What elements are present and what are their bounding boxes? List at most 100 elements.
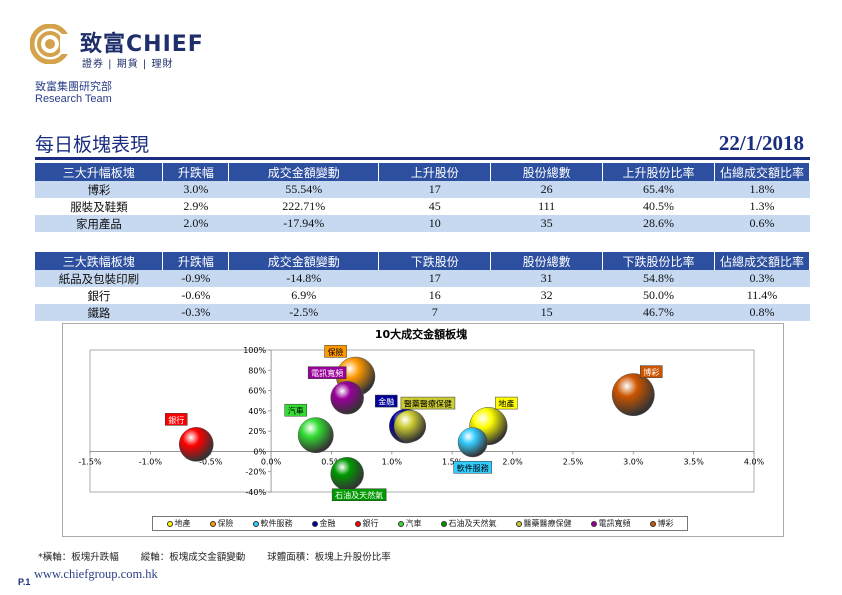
bubble-label-box [453, 461, 492, 474]
bubble-label: 醫藥醫療保健 [404, 399, 452, 409]
legend-label: 地產 [174, 519, 191, 528]
top-gainers-table: 三大升幅板塊 升跌幅 成交金額變動 上升股份 股份總數 上升股份比率 佔總成交額… [35, 163, 810, 232]
column-header: 股份總數 [490, 163, 604, 181]
column-header: 成交金額變動 [228, 252, 380, 270]
x-tick-label: 3.0% [623, 457, 644, 466]
footnote-y-axis: 縱軸：板塊成交金額變動 [140, 552, 246, 563]
column-header: 上升股份 [378, 163, 492, 181]
sector-name: 家用產品 [35, 215, 163, 232]
column-header: 升跌幅 [162, 163, 230, 181]
column-header: 股份總數 [490, 252, 604, 270]
legend-swatch [649, 520, 656, 527]
top-losers-table: 三大跌幅板塊 升跌幅 成交金額變動 下跌股份 股份總數 下跌股份比率 佔總成交額… [35, 252, 811, 321]
bubble-label-box [307, 366, 347, 379]
table-cell: -0.9% [162, 270, 229, 287]
table-row: 銀行 -0.6% 6.9% 16 32 50.0% 11.4% [35, 287, 810, 304]
page-number: P.1 [18, 577, 31, 587]
y-tick-label: 100% [243, 346, 266, 355]
table-cell: 15 [490, 304, 603, 321]
table-cell: 1.3% [714, 198, 810, 215]
bubble-label: 金融 [378, 397, 394, 407]
legend-swatch [166, 520, 173, 527]
table-cell: 40.5% [602, 198, 715, 215]
legend-label: 汽車 [405, 519, 422, 528]
bubble-label-box [324, 345, 347, 358]
table-cell: 32 [490, 287, 603, 304]
legend-item: 金融 [311, 518, 336, 529]
table-cell: 16 [378, 287, 491, 304]
bubble-label: 汽車 [288, 406, 304, 416]
sector-name: 服裝及鞋類 [35, 198, 163, 215]
table-cell: 45 [378, 198, 491, 215]
bubble-label-box [375, 394, 398, 408]
table-cell: 0.6% [714, 215, 810, 232]
table-cell: 26 [490, 181, 603, 198]
table-cell: 50.0% [602, 287, 715, 304]
table-row: 鐵路 -0.3% -2.5% 7 15 46.7% 0.8% [35, 304, 810, 321]
x-tick-label: 1.5% [442, 457, 463, 466]
legend-item: 軟件服務 [252, 518, 293, 529]
legend-label: 博彩 [657, 519, 674, 528]
table-cell: 6.9% [228, 287, 379, 304]
brand-name: 致富CHIEF [80, 32, 204, 57]
x-tick-label: 0.5% [321, 457, 342, 466]
table-cell: 65.4% [602, 181, 715, 198]
table-row: 博彩 3.0% 55.54% 17 26 65.4% 1.8% [35, 181, 810, 198]
legend-swatch [209, 520, 216, 527]
legend-label: 軟件服務 [260, 519, 293, 528]
legend-item: 醫藥醫療保健 [515, 518, 572, 529]
sector-name: 紙品及包裝印刷 [35, 270, 163, 287]
y-tick-label: 20% [248, 427, 266, 436]
table-header-row: 三大跌幅板塊 升跌幅 成交金額變動 下跌股份 股份總數 下跌股份比率 佔總成交額… [35, 252, 811, 270]
legend-item: 汽車 [397, 518, 422, 529]
legend-swatch [515, 520, 522, 527]
bubble-2 [457, 427, 488, 458]
table-cell: 111 [490, 198, 603, 215]
table-row: 服裝及鞋類 2.9% 222.71% 45 111 40.5% 1.3% [35, 198, 810, 215]
website-link[interactable]: www.chiefgroup.com.hk [34, 567, 158, 581]
table-cell: 3.0% [162, 181, 229, 198]
legend-label: 石油及天然氣 [448, 519, 497, 528]
table-cell: 54.8% [602, 270, 715, 287]
y-tick-label: 60% [248, 387, 266, 396]
bubble-label: 石油及天然氣 [335, 490, 383, 500]
bubble-label-box [400, 396, 456, 410]
legend-item: 保險 [209, 518, 234, 529]
table-cell: 0.3% [714, 270, 810, 287]
bubble-label: 電訊寬頻 [311, 368, 343, 378]
column-header: 下跌股份比率 [602, 252, 715, 270]
x-tick-label: 3.5% [683, 457, 704, 466]
bubble-chart: 100% 80% 60% 40% 20% 0% -20% -40% -1.5% -1.0% -0.5… [78, 345, 765, 501]
table-cell: 35 [490, 215, 603, 232]
table-cell: 11.4% [714, 287, 810, 304]
column-header: 成交金額變動 [228, 163, 380, 181]
table-cell: 31 [490, 270, 603, 287]
column-header: 佔總成交額比率 [714, 252, 811, 270]
table-cell: 46.7% [602, 304, 715, 321]
bubble-5 [297, 417, 334, 454]
table-cell: -0.3% [162, 304, 229, 321]
bubble-label: 銀行 [168, 415, 184, 425]
legend-swatch [440, 520, 447, 527]
x-tick-label: -1.0% [139, 457, 163, 466]
footnote-x-axis: 橫軸：板塊升跌幅 [42, 552, 119, 563]
bubble-4 [178, 427, 214, 462]
y-tick-label: 40% [248, 407, 266, 416]
brand-tagline: 證券 | 期貨 | 理財 [82, 59, 174, 70]
report-date: 22/1/2018 [718, 131, 804, 155]
legend-label: 保險 [217, 519, 234, 528]
table-header-row: 三大升幅板塊 升跌幅 成交金額變動 上升股份 股份總數 上升股份比率 佔總成交額… [35, 163, 810, 181]
legend-label: 銀行 [362, 519, 379, 528]
legend-swatch [397, 520, 404, 527]
column-header: 佔總成交額比率 [714, 163, 810, 181]
x-tick-label: -1.5% [78, 457, 102, 466]
bubble-label-box [640, 365, 663, 378]
x-tick-label: 4.0% [744, 457, 765, 466]
bubble-label: 地產 [498, 399, 514, 409]
table-cell: 17 [378, 181, 491, 198]
legend-label: 電訊寬頻 [598, 519, 631, 528]
table-cell: 7 [378, 304, 491, 321]
table-cell: 2.0% [162, 215, 229, 232]
table-cell: 2.9% [162, 198, 229, 215]
bubble-label: 保險 [328, 347, 344, 357]
